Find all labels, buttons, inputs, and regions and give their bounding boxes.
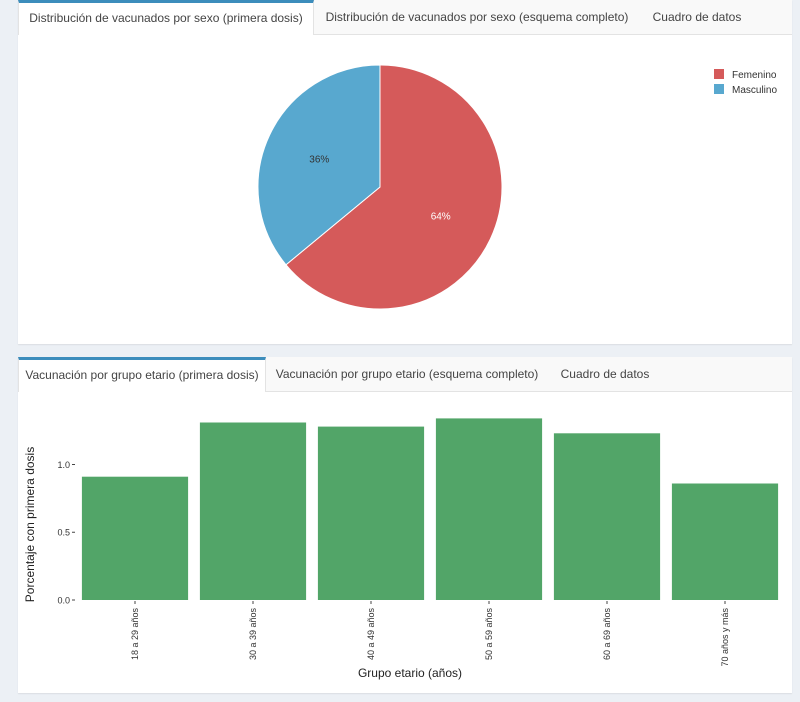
- pie-slice-masculino[interactable]: [257, 64, 381, 266]
- bar-18-a-29-anos[interactable]: [81, 476, 189, 600]
- y-axis-title: Porcentaje con primera dosis: [23, 447, 37, 602]
- tab-sex-first-dose[interactable]: Distribución de vacunados por sexo (prim…: [18, 0, 314, 35]
- age-group-tabs: Vacunación por grupo etario (primera dos…: [18, 357, 792, 392]
- y-tick-label: 0.5: [57, 528, 70, 538]
- x-tick-label-30-a-39-anos: 30 a 39 años: [248, 608, 258, 661]
- pie-legend: Femenino Masculino: [714, 68, 777, 98]
- legend-item-masculino[interactable]: Masculino: [714, 83, 777, 98]
- sex-distribution-panel: Distribución de vacunados por sexo (prim…: [18, 0, 792, 344]
- legend-label-femenino: Femenino: [732, 70, 777, 81]
- x-tick-label-18-a-29-anos: 18 a 29 años: [130, 608, 140, 661]
- x-tick-label-60-a-69-anos: 60 a 69 años: [602, 608, 612, 661]
- pie-label-femenino: 64%: [431, 212, 451, 223]
- x-tick-label-40-a-49-anos: 40 a 49 años: [366, 608, 376, 661]
- x-tick-label-50-a-59-anos: 50 a 59 años: [484, 608, 494, 661]
- x-axis-title: Grupo etario (años): [358, 666, 462, 680]
- pie-chart: 64% 36%: [257, 64, 503, 310]
- legend-item-femenino[interactable]: Femenino: [714, 68, 777, 83]
- y-tick-label: 0.0: [57, 596, 70, 606]
- legend-swatch-masculino: [714, 84, 724, 95]
- sex-distribution-tabs: Distribución de vacunados por sexo (prim…: [18, 0, 792, 35]
- bar-40-a-49-anos[interactable]: [317, 426, 425, 600]
- legend-swatch-femenino: [714, 69, 724, 80]
- pie-slice-femenino[interactable]: [285, 64, 503, 310]
- bar-70-anos-y-mas[interactable]: [671, 483, 779, 601]
- legend-label-masculino: Masculino: [732, 85, 778, 96]
- tab-age-data-table[interactable]: Cuadro de datos: [560, 367, 650, 381]
- tab-age-full-schedule[interactable]: Vacunación por grupo etario (esquema com…: [275, 367, 539, 381]
- age-group-panel: Vacunación por grupo etario (primera dos…: [18, 357, 792, 693]
- bar-60-a-69-anos[interactable]: [553, 433, 661, 600]
- bar-chart: 0.0 0.5 1.0 18 a 29 años 30 a 39 años 40 a 49…: [23, 418, 779, 680]
- pie-label-masculino: 36%: [309, 154, 329, 165]
- bar-50-a-59-anos[interactable]: [435, 418, 543, 600]
- bar-30-a-39-anos[interactable]: [199, 422, 307, 601]
- y-tick-label: 1.0: [57, 460, 70, 470]
- tab-age-first-dose[interactable]: Vacunación por grupo etario (primera dos…: [18, 357, 266, 392]
- tab-sex-data-table[interactable]: Cuadro de datos: [652, 10, 742, 24]
- tab-sex-full-schedule[interactable]: Distribución de vacunados por sexo (esqu…: [325, 10, 629, 24]
- x-tick-label-70-anos-y-mas: 70 años y más: [720, 608, 730, 667]
